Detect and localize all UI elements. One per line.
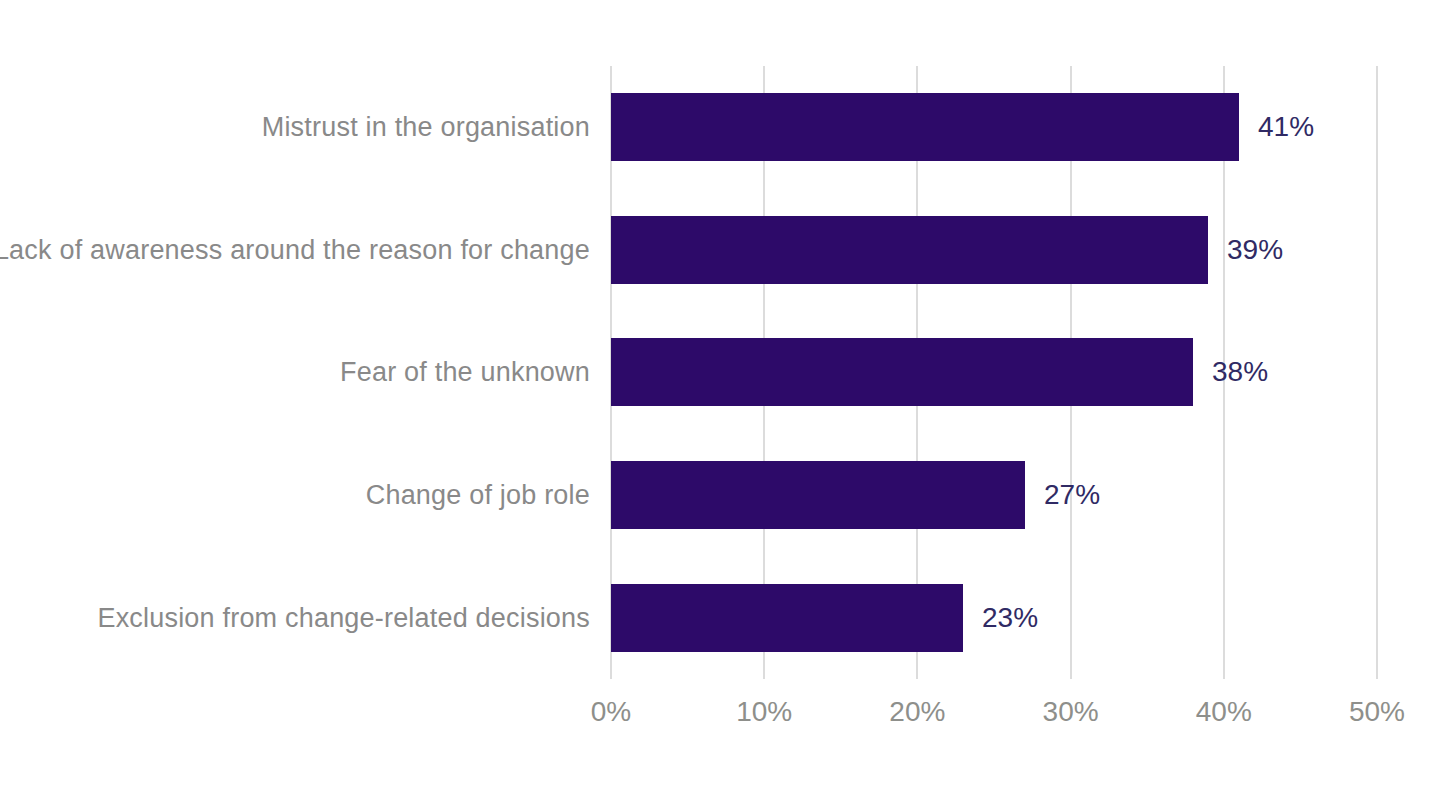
bar-row: Exclusion from change-related decisions 2… bbox=[0, 556, 1456, 679]
value-label: 41% bbox=[1258, 111, 1314, 143]
bar-row: Change of job role 27% bbox=[0, 434, 1456, 557]
x-tick-label: 20% bbox=[889, 696, 945, 728]
bar bbox=[611, 216, 1208, 284]
bar-row: Mistrust in the organisation 41% bbox=[0, 66, 1456, 189]
category-label: Exclusion from change-related decisions bbox=[97, 602, 590, 633]
bar bbox=[611, 93, 1239, 161]
value-label: 38% bbox=[1212, 356, 1268, 388]
bar-row: Lack of awareness around the reason for … bbox=[0, 189, 1456, 312]
x-tick-label: 30% bbox=[1043, 696, 1099, 728]
value-label: 39% bbox=[1227, 234, 1283, 266]
x-tick-label: 40% bbox=[1196, 696, 1252, 728]
x-axis: 0%10%20%30%40%50% bbox=[611, 696, 1377, 730]
value-label: 23% bbox=[982, 602, 1038, 634]
category-label: Mistrust in the organisation bbox=[262, 112, 590, 143]
x-tick-label: 10% bbox=[736, 696, 792, 728]
x-tick-label: 0% bbox=[591, 696, 631, 728]
category-label: Change of job role bbox=[366, 480, 590, 511]
bar bbox=[611, 461, 1025, 529]
bar-rows: Mistrust in the organisation 41% Lack of a… bbox=[0, 66, 1456, 679]
bar-row: Fear of the unknown 38% bbox=[0, 311, 1456, 434]
category-label: Fear of the unknown bbox=[340, 357, 590, 388]
x-tick-label: 50% bbox=[1349, 696, 1405, 728]
bar bbox=[611, 584, 963, 652]
bar-chart: Mistrust in the organisation 41% Lack of a… bbox=[0, 0, 1456, 807]
bar bbox=[611, 338, 1193, 406]
category-label: Lack of awareness around the reason for … bbox=[0, 234, 590, 265]
value-label: 27% bbox=[1044, 479, 1100, 511]
